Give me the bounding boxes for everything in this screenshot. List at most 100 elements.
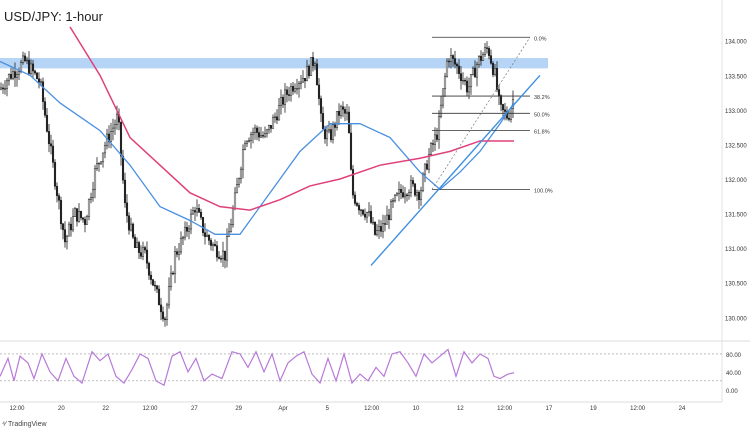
candle-body [157, 288, 161, 306]
time-tick-label: 5 [326, 406, 330, 412]
candle-body [27, 59, 31, 74]
candle-body [121, 155, 125, 181]
candle-body [361, 209, 365, 215]
candle-body [145, 249, 149, 264]
time-tick-label: 22 [102, 406, 109, 412]
candle-body [399, 189, 403, 193]
candle-body [341, 106, 345, 110]
candle-body [153, 285, 157, 287]
candle-body [343, 109, 347, 114]
candle-body [231, 208, 235, 226]
candle-body [373, 221, 377, 235]
stochastic-panel: 0.00 40.00 80.00 [0, 340, 750, 395]
candle-body [415, 192, 419, 196]
candle-body [451, 55, 455, 59]
price-tick-label: 130.500 [725, 282, 747, 288]
candle-body [479, 55, 483, 61]
time-tick-label: 17 [546, 406, 553, 412]
trendline-layer [370, 74, 541, 266]
candle-body [411, 180, 415, 185]
watermark-text: TradingView [8, 421, 47, 428]
candle-body [31, 63, 35, 72]
candle-body [371, 221, 375, 224]
candle-body [141, 247, 145, 257]
candle-body [103, 145, 107, 154]
candle-body [299, 81, 303, 84]
price-axis[interactable]: 130.000 130.500 131.000 131.500 132.000 132.5… [721, 0, 747, 402]
candle-body [43, 101, 47, 116]
candle-body [431, 143, 435, 145]
candle-body [337, 111, 341, 116]
tradingview-logo-icon: ⁴⁄ [2, 421, 8, 428]
candle-body [29, 63, 33, 74]
candle-body [197, 208, 201, 213]
candle-body [497, 89, 501, 96]
candle-body [301, 78, 305, 83]
candle-body [123, 179, 127, 204]
candle-body [281, 97, 285, 105]
candle-body [441, 88, 445, 106]
candle-body [137, 242, 141, 253]
candle-body [463, 79, 467, 82]
candle-body [67, 223, 71, 237]
candle-body [215, 245, 219, 258]
candle-body [397, 189, 401, 194]
time-tick-label: 12 [457, 406, 464, 412]
candle-body [381, 223, 385, 232]
candle-body [111, 127, 115, 132]
candle-body [15, 74, 19, 78]
candle-body [389, 201, 393, 220]
candle-body [395, 193, 399, 196]
candle-body [177, 251, 181, 255]
candle-body [167, 286, 171, 306]
stochastic-tick-label: 40.00 [726, 371, 742, 377]
candle-body [187, 228, 191, 232]
candle-body [195, 208, 199, 213]
candle-body [335, 111, 339, 128]
time-axis[interactable]: 12:00 20 22 12:00 27 29 Apr 5 12:00 10 12 12:00 17 19… [0, 401, 722, 412]
candle-body [87, 198, 91, 217]
candle-body [41, 81, 45, 102]
candle-body [487, 48, 491, 56]
candle-body [203, 232, 207, 237]
candle-body [193, 210, 197, 213]
resistance-zone [0, 58, 548, 69]
candle-body [483, 47, 487, 56]
candle-body [443, 75, 447, 89]
candle-body [127, 215, 131, 231]
moving-average-slow [69, 26, 514, 211]
price-tick-label: 132.000 [725, 178, 747, 184]
time-tick-label: 12:00 [142, 406, 158, 412]
candle-body [91, 188, 95, 198]
candle-body [47, 131, 51, 145]
time-tick-label: 20 [58, 406, 65, 412]
candle-body [453, 58, 457, 65]
candle-body [23, 55, 27, 62]
price-tick-label: 133.000 [725, 109, 747, 115]
candle-body [95, 163, 99, 169]
fib-level-label: 0.0% [534, 36, 547, 42]
candle-body [143, 247, 147, 251]
candle-body [447, 60, 451, 63]
candle-body [419, 190, 423, 200]
candle-body [53, 162, 57, 187]
candle-body [179, 237, 183, 253]
candle-body [25, 59, 29, 62]
candle-body [471, 67, 475, 75]
time-tick-label: 27 [191, 406, 198, 412]
candle-body [477, 55, 481, 65]
trendline [370, 74, 541, 266]
candle-body [481, 54, 485, 61]
moving-average-fast [0, 60, 515, 235]
candle-body [417, 192, 421, 200]
candle-body [65, 235, 69, 243]
candle-body [205, 235, 209, 237]
candle-body [135, 242, 139, 248]
candle-body [289, 86, 293, 96]
candle-body [461, 79, 465, 82]
candle-body [131, 223, 135, 238]
candles-layer [0, 41, 515, 327]
candle-body [219, 258, 223, 260]
price-tick-label: 133.500 [725, 74, 747, 80]
